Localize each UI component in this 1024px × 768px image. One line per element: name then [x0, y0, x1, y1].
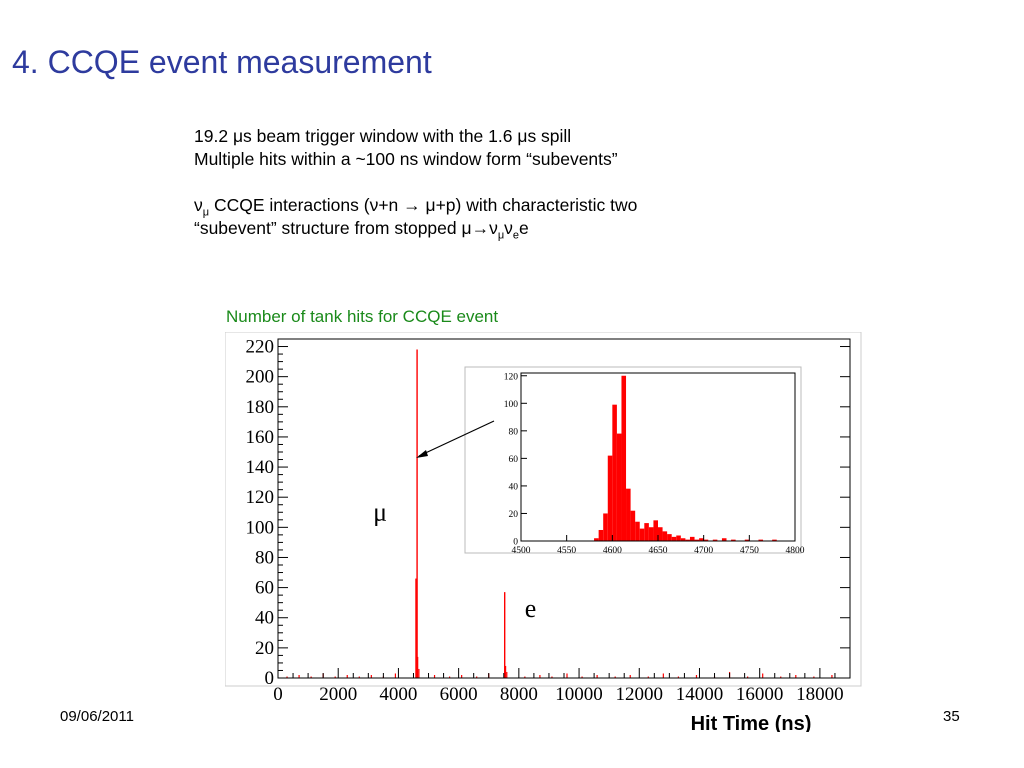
inset-bin: [671, 536, 677, 541]
inset-bin: [699, 538, 704, 541]
x-tick-label: 2000: [319, 684, 357, 705]
inset-bin: [630, 510, 636, 541]
inset-y-tick-label: 40: [509, 482, 519, 492]
inset-x-tick-label: 4500: [512, 546, 531, 556]
bullet-line-subevents: Multiple hits within a ~100 ns window fo…: [194, 149, 618, 169]
page-number: 35: [943, 708, 960, 725]
inset-bin: [680, 538, 686, 541]
x-tick-label: 14000: [676, 684, 724, 705]
inset-bin: [689, 536, 695, 541]
inset-bin: [772, 539, 777, 541]
inset-bin: [731, 539, 736, 541]
inset-bin: [676, 535, 681, 541]
inset-bin: [703, 539, 709, 541]
x-tick-label: 6000: [440, 684, 478, 705]
x-tick-label: 0: [273, 684, 283, 705]
mu-peak-label: μ: [373, 497, 387, 526]
y-tick-label: 180: [246, 397, 275, 418]
y-tick-label: 0: [265, 668, 275, 689]
slide-title: 4. CCQE event measurement: [12, 44, 432, 80]
x-tick-label: 10000: [555, 684, 603, 705]
inset-bin: [621, 375, 627, 541]
inset-bin: [658, 527, 663, 541]
inset-y-tick-label: 120: [504, 372, 519, 382]
inset-bin: [598, 529, 604, 541]
y-tick-label: 220: [246, 337, 275, 358]
y-tick-label: 20: [255, 638, 274, 659]
x-axis-label: Hit Time (ns): [691, 713, 812, 732]
inset-bin: [721, 538, 727, 541]
pointer-arrowhead: [416, 450, 428, 458]
inset-bin: [667, 534, 672, 541]
x-tick-label: 16000: [736, 684, 784, 705]
inset-bin: [594, 538, 599, 541]
inset-bin: [616, 433, 622, 541]
inset-bin: [603, 513, 608, 541]
bullet-line-ccqe: νμ CCQE interactions (ν+n → μ+p) with ch…: [194, 195, 638, 219]
inset-y-tick-label: 20: [509, 510, 519, 520]
y-tick-label: 60: [255, 578, 274, 599]
footer-date: 09/06/2011: [60, 708, 134, 725]
inset-bin: [626, 488, 631, 541]
inset-bin: [653, 520, 658, 541]
inset-y-tick-label: 80: [509, 427, 519, 437]
x-tick-label: 18000: [796, 684, 844, 705]
e-peak-label: e: [525, 594, 537, 623]
inset-y-tick-label: 60: [509, 455, 519, 465]
y-tick-label: 140: [246, 457, 275, 478]
inset-y-tick-label: 0: [513, 538, 518, 548]
inset-x-tick-label: 4650: [649, 546, 668, 556]
inset-x-tick-label: 4750: [740, 546, 759, 556]
inset-x-tick-label: 4550: [557, 546, 576, 556]
inset-bin: [635, 521, 640, 541]
inset-bin: [648, 527, 654, 541]
inset-bin: [662, 531, 668, 541]
x-tick-label: 12000: [616, 684, 664, 705]
inset-bin: [607, 455, 613, 541]
inset-bin: [758, 539, 764, 541]
inset-x-tick-label: 4600: [603, 546, 622, 556]
y-tick-label: 160: [246, 427, 275, 448]
inset-bin: [612, 404, 617, 541]
inset-bin: [644, 523, 649, 541]
y-tick-label: 120: [246, 487, 275, 508]
inset-x-tick-label: 4700: [694, 546, 713, 556]
x-tick-label: 8000: [500, 684, 538, 705]
y-tick-label: 80: [255, 547, 274, 568]
bullet-line-trigger-window: 19.2 μs beam trigger window with the 1.6…: [194, 126, 572, 146]
inset-histogram: 0 20 40 60 80 100 120 4500 4550 4600 4650 4700 4750 4…: [464, 366, 805, 556]
inset-y-tick-label: 100: [504, 400, 519, 410]
bullet-text-block: 19.2 μs beam trigger window with the 1.6…: [194, 125, 638, 242]
pointer-arrow-line: [418, 420, 495, 457]
inset-bin: [744, 539, 750, 541]
inset-bin: [639, 528, 645, 541]
inset-bin: [712, 539, 718, 541]
y-tick-label: 100: [246, 517, 275, 538]
x-tick-label: 4000: [379, 684, 417, 705]
y-tick-label: 200: [246, 367, 275, 388]
chart-caption: Number of tank hits for CCQE event: [226, 307, 499, 326]
y-tick-label: 40: [255, 608, 274, 629]
bullet-line-decay: “subevent” structure from stopped μ→νμνe…: [194, 218, 529, 242]
inset-bin: [685, 539, 690, 541]
inset-x-tick-label: 4800: [786, 546, 805, 556]
inset-bin: [694, 539, 700, 541]
